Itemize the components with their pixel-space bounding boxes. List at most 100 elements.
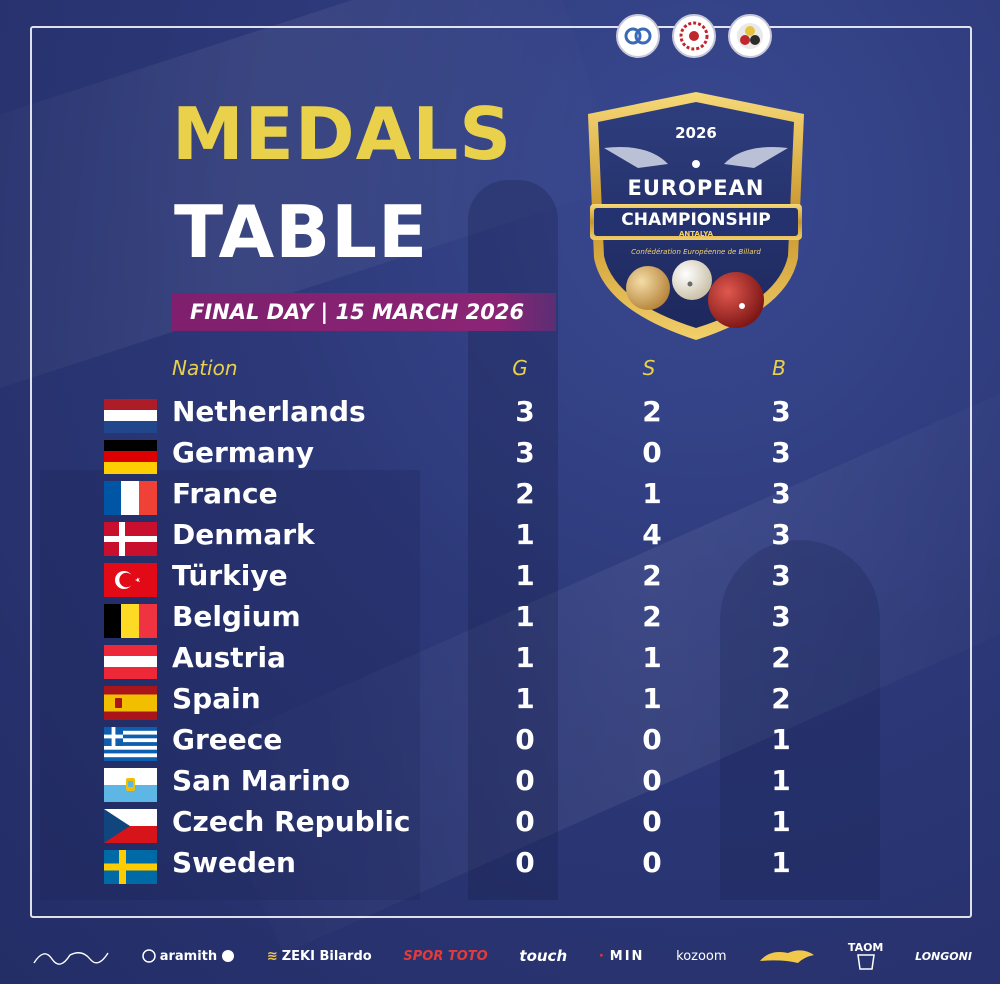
title-medals: MEDALS (172, 92, 513, 176)
nation-name: Türkiye (172, 559, 288, 592)
nation-name: San Marino (172, 764, 351, 797)
longoni-logo: LONGONI (915, 949, 972, 963)
table-row: Belgium 1 2 3 (0, 598, 1000, 638)
signature-logo (30, 943, 110, 969)
gold-count: 1 (515, 518, 535, 551)
nation-name: Belgium (172, 600, 301, 633)
title-table: TABLE (174, 190, 429, 274)
silver-count: 1 (642, 477, 662, 510)
aramith-logo: aramith (141, 949, 235, 964)
badge-city: ANTALYA (678, 230, 714, 238)
germany-flag (104, 440, 157, 474)
gold-count: 1 (515, 559, 535, 592)
nation-name: France (172, 477, 278, 510)
date-banner: FINAL DAY | 15 MARCH 2026 (172, 293, 556, 331)
bronze-count: 2 (771, 682, 791, 715)
bronze-count: 3 (771, 600, 791, 633)
sweden-flag (104, 850, 157, 884)
table-row: Türkiye 1 2 3 (0, 557, 1000, 597)
column-header-bronze: B (772, 356, 786, 380)
denmark-flag (104, 522, 157, 556)
table-row: Spain 1 1 2 (0, 680, 1000, 720)
nation-name: Greece (172, 723, 283, 756)
gold-count: 0 (515, 764, 535, 797)
gold-count: 1 (515, 600, 535, 633)
bronze-count: 1 (771, 805, 791, 838)
column-header-gold: G (512, 356, 528, 380)
table-row: Denmark 1 4 3 (0, 516, 1000, 556)
nation-name: Denmark (172, 518, 315, 551)
gold-count: 1 (515, 641, 535, 674)
federation-logo (728, 14, 772, 58)
table-row: Austria 1 1 2 (0, 639, 1000, 679)
silver-count: 0 (642, 846, 662, 879)
background-building (40, 470, 420, 900)
san-marino-flag (104, 768, 157, 802)
column-header-nation: Nation (172, 356, 238, 380)
spain-flag (104, 686, 157, 720)
bronze-count: 3 (771, 436, 791, 469)
czech-republic-flag (104, 809, 157, 843)
content-frame (30, 26, 972, 918)
column-header-silver: S (642, 356, 656, 380)
silver-count: 2 (642, 395, 662, 428)
championship-badge: 2026 EUROPEAN CHAMPIONSHIP ANTALYA Confé… (578, 88, 814, 344)
bronze-count: 1 (771, 764, 791, 797)
zeki-bilardo-logo: ≋ ZEKI Bilardo (266, 948, 372, 964)
panther-logo (758, 945, 816, 967)
silver-count: 0 (642, 764, 662, 797)
partner-logos (616, 14, 772, 58)
nation-name: Germany (172, 436, 315, 469)
silver-count: 0 (642, 723, 662, 756)
silver-count: 4 (642, 518, 662, 551)
gold-count: 2 (515, 477, 535, 510)
bronze-count: 3 (771, 559, 791, 592)
bronze-count: 2 (771, 641, 791, 674)
bronze-count: 1 (771, 846, 791, 879)
table-row: Czech Republic 0 0 1 (0, 803, 1000, 843)
table-row: Germany 3 0 3 (0, 434, 1000, 474)
nation-name: Spain (172, 682, 261, 715)
bronze-count: 3 (771, 477, 791, 510)
silver-count: 1 (642, 641, 662, 674)
table-row: San Marino 0 0 1 (0, 762, 1000, 802)
netherlands-flag (104, 399, 157, 433)
ministry-logo (672, 14, 716, 58)
gold-count: 0 (515, 846, 535, 879)
turkiye-flag (104, 563, 157, 597)
nation-name: Sweden (172, 846, 296, 879)
table-row: Sweden 0 0 1 (0, 844, 1000, 884)
table-row: Greece 0 0 1 (0, 721, 1000, 761)
silver-count: 2 (642, 600, 662, 633)
austria-flag (104, 645, 157, 679)
touch-logo: touch (519, 947, 568, 965)
spor-toto-logo: SPOR TOTO (403, 948, 488, 964)
kozoom-logo: kozoom (676, 948, 727, 964)
bronze-count: 3 (771, 518, 791, 551)
nation-name: Netherlands (172, 395, 366, 428)
nation-name: Czech Republic (172, 805, 411, 838)
min-logo: · MIN (598, 948, 645, 964)
badge-org: Confédération Européenne de Billard (631, 248, 761, 256)
sponsor-strip: aramith ≋ ZEKI Bilardo SPOR TOTO touch · M… (30, 934, 972, 978)
badge-championship: CHAMPIONSHIP (621, 210, 771, 230)
badge-european: EUROPEAN (627, 176, 765, 200)
gold-count: 0 (515, 723, 535, 756)
taom-logo: TAOM (848, 942, 883, 971)
bronze-count: 3 (771, 395, 791, 428)
nation-name: Austria (172, 641, 286, 674)
badge-year: 2026 (675, 124, 717, 142)
silver-count: 0 (642, 805, 662, 838)
gold-count: 1 (515, 682, 535, 715)
bronze-count: 1 (771, 723, 791, 756)
belgium-flag (104, 604, 157, 638)
gold-count: 3 (515, 395, 535, 428)
greece-flag (104, 727, 157, 761)
gold-count: 3 (515, 436, 535, 469)
silver-count: 2 (642, 559, 662, 592)
ceb-logo (616, 14, 660, 58)
silver-count: 0 (642, 436, 662, 469)
france-flag (104, 481, 157, 515)
gold-count: 0 (515, 805, 535, 838)
table-row: Netherlands 3 2 3 (0, 393, 1000, 433)
